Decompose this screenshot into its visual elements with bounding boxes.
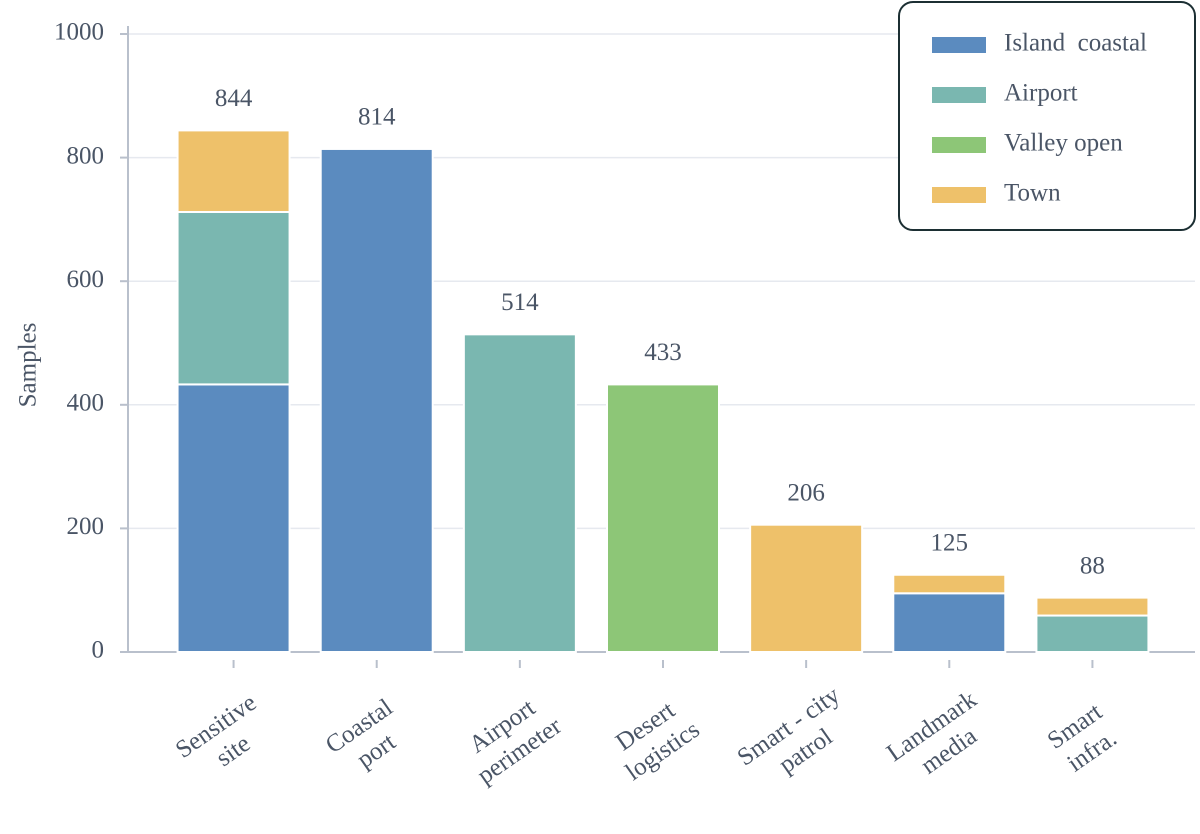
bar-segment bbox=[176, 210, 291, 386]
bar-segment bbox=[176, 383, 291, 653]
x-tick-label: Sensitivesite bbox=[171, 689, 279, 788]
legend-label: Island coastal bbox=[1004, 30, 1147, 57]
bar-segment bbox=[462, 333, 577, 653]
legend-box bbox=[898, 1, 1196, 231]
bar-segment bbox=[749, 523, 864, 654]
x-tick-label: Landmarkmedia bbox=[882, 685, 999, 791]
y-tick-label: 600 bbox=[67, 266, 105, 293]
legend-label: Town bbox=[1004, 180, 1061, 207]
total-label: 433 bbox=[644, 339, 682, 366]
legend-label: Airport bbox=[1004, 80, 1078, 107]
bar-segment bbox=[1035, 596, 1150, 617]
total-label: 814 bbox=[358, 104, 396, 131]
bar-segment bbox=[319, 147, 434, 653]
legend-swatch bbox=[932, 187, 986, 203]
total-label: 125 bbox=[931, 529, 969, 556]
y-axis-label: Samples bbox=[15, 323, 42, 408]
bar-segment bbox=[606, 383, 720, 653]
bar-segment bbox=[1035, 614, 1150, 654]
total-label: 844 bbox=[215, 85, 253, 112]
total-label: 514 bbox=[501, 289, 539, 316]
total-label: 206 bbox=[787, 479, 825, 506]
legend-swatch bbox=[932, 37, 986, 53]
total-label: 88 bbox=[1080, 552, 1105, 579]
x-tick-label: Airportperimeter bbox=[455, 687, 567, 789]
legend-label: Valley open bbox=[1004, 130, 1123, 157]
x-tick-label: Desertlogistics bbox=[604, 691, 705, 785]
x-tick-label: Smart - citypatrol bbox=[732, 681, 862, 796]
x-tick-label: Smartinfra. bbox=[1043, 698, 1125, 779]
y-tick-label: 1000 bbox=[54, 19, 104, 46]
y-tick-label: 400 bbox=[67, 390, 105, 417]
bar-segment bbox=[892, 592, 1007, 653]
bar-segment bbox=[176, 129, 291, 213]
y-tick-label: 800 bbox=[67, 142, 105, 169]
legend-swatch bbox=[932, 87, 986, 103]
bar-segment bbox=[892, 573, 1007, 595]
x-tick-label: Coastalport bbox=[321, 694, 415, 784]
y-tick-label: 200 bbox=[67, 513, 105, 540]
legend-swatch bbox=[932, 137, 986, 153]
y-tick-label: 0 bbox=[92, 637, 105, 664]
